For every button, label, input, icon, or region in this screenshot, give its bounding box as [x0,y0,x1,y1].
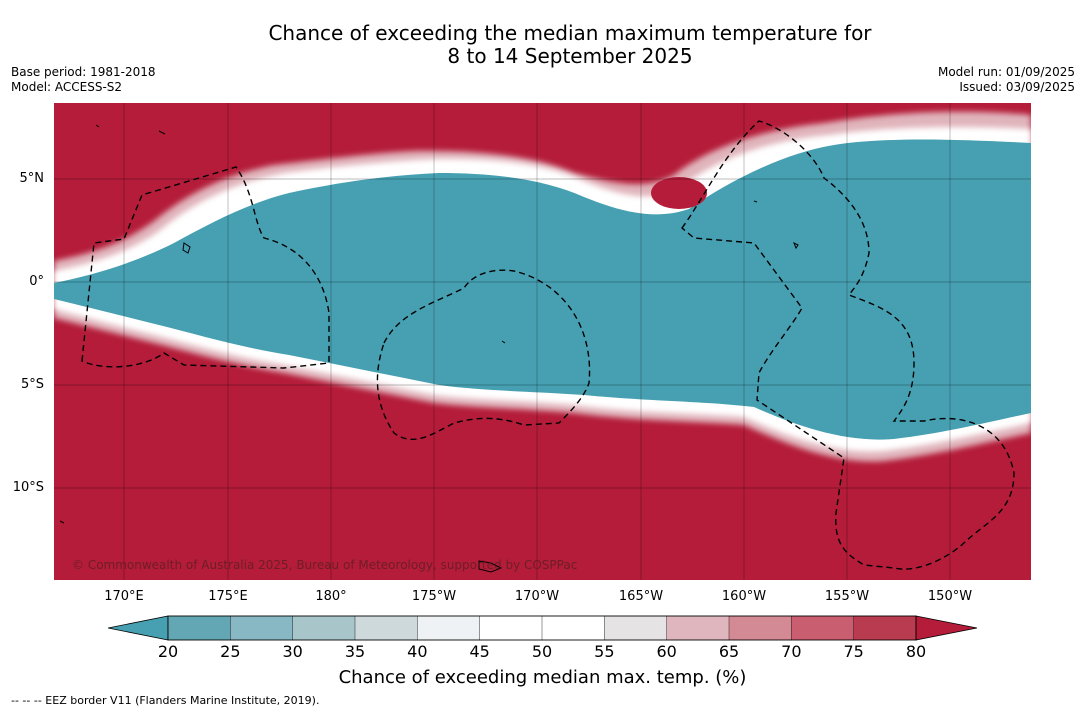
eez-borders [81,120,1015,570]
lat-label-5s: 5°S [20,377,44,392]
forecast-map-svg [54,103,1031,580]
colorbar-high-arrow [915,615,978,641]
colorbar-tick-label: 70 [781,642,802,661]
forecast-map [54,103,1031,580]
lon-label-150w: 150°W [927,589,973,604]
high-probability-pocket [651,177,707,209]
model-text: Model: ACCESS-S2 [11,80,123,94]
model-run-text: Model run: 01/09/2025 [937,65,1075,79]
title-line-1: Chance of exceeding the median maximum t… [268,21,872,45]
colorbar-label: Chance of exceeding median max. temp. (%… [338,667,747,688]
lon-label-165w: 165°W [618,589,664,604]
meta-left: Base period: 1981-2018 Model: ACCESS-S2 [11,65,156,95]
map-title: Chance of exceeding the median maximum t… [0,22,1085,68]
islands [59,124,799,573]
lon-label-160w: 160°W [721,589,767,604]
credit-text: © Commonwealth of Australia 2025, Bureau… [72,558,578,572]
colorbar-tick-label: 75 [843,642,864,661]
colorbar-segment [292,615,356,641]
base-period-text: Base period: 1981-2018 [11,65,156,79]
colorbar-tick-label: 40 [407,642,428,661]
map-gridlines [54,103,1031,580]
colorbar-segment [417,615,481,641]
colorbar-tick-label: 60 [656,642,677,661]
lon-label-180: 180° [315,589,347,604]
lon-label-175e: 175°E [208,589,248,604]
lat-label-0: 0° [29,274,44,289]
colorbar-low-arrow [108,615,169,641]
colorbar-segment [230,615,294,641]
issued-text: Issued: 03/09/2025 [959,80,1075,94]
colorbar-segment [853,615,917,641]
colorbar-tick-label: 80 [905,642,927,661]
colorbar-tick-label: 50 [531,642,553,661]
title-line-2: 8 to 14 September 2025 [447,44,693,68]
lon-label-175w: 175°W [411,589,457,604]
lon-label-155w: 155°W [824,589,870,604]
colorbar-segments [167,615,917,641]
colorbar-segment [541,615,606,641]
meta-right: Model run: 01/09/2025 Issued: 03/09/2025 [938,65,1075,95]
low-probability-region [54,139,1031,440]
colorbar-tick-label: 25 [220,642,241,661]
colorbar-segment [167,615,232,641]
colorbar [108,615,978,641]
lon-label-170e: 170°E [104,589,144,604]
colorbar-segment [354,615,419,641]
colorbar-tick-label: 45 [469,642,490,661]
colorbar-segment [479,615,543,641]
colorbar-segment [728,615,793,641]
colorbar-outline [167,615,917,641]
colorbar-tick-label: 65 [718,642,740,661]
colorbar-tick-label: 30 [282,642,303,661]
colorbar-tick-label: 20 [157,642,179,661]
lon-label-170w: 170°W [514,589,560,604]
lat-label-5n: 5°N [19,171,45,186]
colorbar-tick-label: 55 [594,642,615,661]
eez-legend-note: -- -- -- EEZ border V11 (Flanders Marine… [11,694,320,707]
lat-label-10s: 10°S [12,480,44,495]
colorbar-tick-label: 35 [344,642,366,661]
colorbar-segment [791,615,855,641]
colorbar-segment [604,615,668,641]
colorbar-segment [666,615,730,641]
